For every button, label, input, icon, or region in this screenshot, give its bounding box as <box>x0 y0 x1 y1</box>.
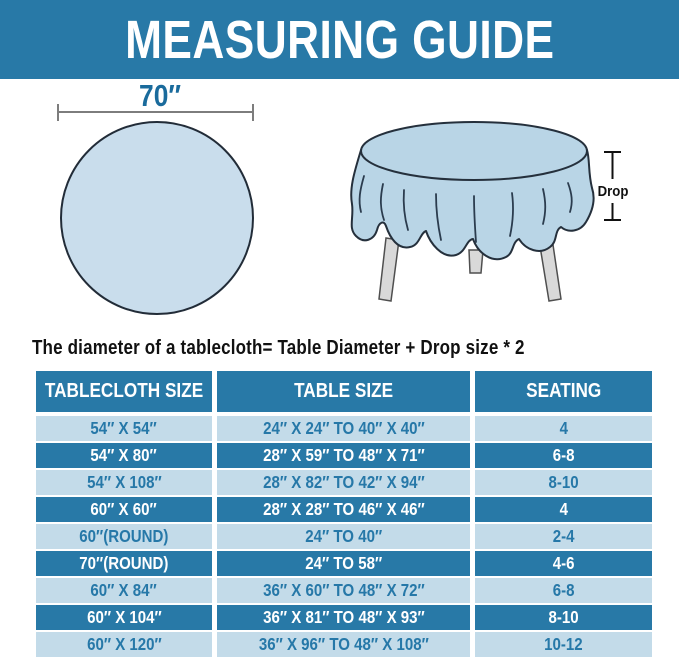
banner: MEASURING GUIDE <box>0 0 679 79</box>
seating-cell: 10-12 <box>475 632 652 657</box>
table-size-cell: 28″ X 59″ TO 48″ X 71″ <box>217 443 470 468</box>
page-title: MEASURING GUIDE <box>124 9 555 70</box>
seating-cell: 8-10 <box>475 470 652 495</box>
cell-text: 24″ TO 58″ <box>305 553 382 573</box>
cell-text: 28″ X 82″ TO 42″ X 94″ <box>262 472 425 492</box>
cell-text: 4 <box>559 418 568 438</box>
table-row: 60″ X 84″ 36″ X 60″ TO 48″ X 72″ 6-8 <box>36 578 652 603</box>
table-row: 60″ X 120″ 36″ X 96″ TO 48″ X 108″ 10-12 <box>36 632 652 657</box>
seating-cell: 6-8 <box>475 578 652 603</box>
seating-cell: 6-8 <box>475 443 652 468</box>
header-cell-table-size: TABLE SIZE <box>217 371 470 412</box>
table-size-cell: 36″ X 60″ TO 48″ X 72″ <box>217 578 470 603</box>
cell-text: 70″(ROUND) <box>79 553 169 573</box>
table-row: 60″ X 60″ 28″ X 28″ TO 46″ X 46″ 4 <box>36 497 652 522</box>
tabletop-ellipse <box>360 121 588 181</box>
table-size-cell: 28″ X 82″ TO 42″ X 94″ <box>217 470 470 495</box>
tablecloth-size-cell: 60″ X 60″ <box>36 497 212 522</box>
table-size-cell: 24″ TO 58″ <box>217 551 470 576</box>
seating-cell: 4 <box>475 416 652 441</box>
table-size-cell: 36″ X 81″ TO 48″ X 93″ <box>217 605 470 630</box>
table-size-cell: 36″ X 96″ TO 48″ X 108″ <box>217 632 470 657</box>
formula-text: The diameter of a tablecloth= Table Diam… <box>32 337 525 359</box>
cell-text: 10-12 <box>544 634 583 654</box>
table-size-cell: 24″ TO 40″ <box>217 524 470 549</box>
drop-label: Drop <box>598 182 629 199</box>
cell-text: 60″ X 60″ <box>90 499 158 519</box>
table-size-cell: 28″ X 28″ TO 46″ X 46″ <box>217 497 470 522</box>
size-table: TABLECLOTH SIZE TABLE SIZE SEATING 54″ X… <box>36 371 652 659</box>
cell-text: 6-8 <box>552 445 575 465</box>
drop-dimension-line <box>604 151 621 221</box>
cell-text: 6-8 <box>552 580 575 600</box>
cell-text: 28″ X 28″ TO 46″ X 46″ <box>262 499 425 519</box>
cell-text: 60″ X 120″ <box>86 634 162 654</box>
header-label: SEATING <box>525 380 602 402</box>
cell-text: 36″ X 81″ TO 48″ X 93″ <box>262 607 425 627</box>
table-row: 54″ X 108″ 28″ X 82″ TO 42″ X 94″ 8-10 <box>36 470 652 495</box>
cell-text: 2-4 <box>552 526 575 546</box>
cell-text: 24″ TO 40″ <box>305 526 382 546</box>
cell-text: 60″ X 104″ <box>86 607 162 627</box>
cell-text: 60″ X 84″ <box>90 580 158 600</box>
cell-text: 4-6 <box>552 553 575 573</box>
tablecloth-size-cell: 54″ X 54″ <box>36 416 212 441</box>
tablecloth-size-cell: 60″(ROUND) <box>36 524 212 549</box>
fold-lines <box>358 175 573 243</box>
seating-cell: 2-4 <box>475 524 652 549</box>
table-row: 60″(ROUND) 24″ TO 40″ 2-4 <box>36 524 652 549</box>
cell-text: 36″ X 96″ TO 48″ X 108″ <box>258 634 429 654</box>
tablecloth-size-cell: 60″ X 104″ <box>36 605 212 630</box>
tablecloth-size-cell: 60″ X 84″ <box>36 578 212 603</box>
tablecloth-size-cell: 54″ X 80″ <box>36 443 212 468</box>
cell-text: 24″ X 24″ TO 40″ X 40″ <box>262 418 425 438</box>
cell-text: 28″ X 59″ TO 48″ X 71″ <box>262 445 425 465</box>
tablecloth-illustration: Drop <box>350 121 629 302</box>
seating-cell: 4-6 <box>475 551 652 576</box>
table-header-row: TABLECLOTH SIZE TABLE SIZE SEATING <box>36 371 652 412</box>
cell-text: 54″ X 80″ <box>90 445 158 465</box>
circle-diagram: 70″ <box>57 79 254 315</box>
cell-text: 4 <box>559 499 568 519</box>
table-leg-middle <box>468 249 484 274</box>
table-row: 60″ X 104″ 36″ X 81″ TO 48″ X 93″ 8-10 <box>36 605 652 630</box>
header-label: TABLECLOTH SIZE <box>44 380 204 402</box>
cell-text: 60″(ROUND) <box>79 526 169 546</box>
seating-cell: 4 <box>475 497 652 522</box>
diameter-label: 70″ <box>139 79 181 113</box>
diameter-dimension-line <box>57 104 254 121</box>
cell-text: 8-10 <box>548 607 579 627</box>
table-row: 54″ X 80″ 28″ X 59″ TO 48″ X 71″ 6-8 <box>36 443 652 468</box>
table-size-cell: 24″ X 24″ TO 40″ X 40″ <box>217 416 470 441</box>
tablecloth-circle <box>60 121 254 315</box>
tablecloth-size-cell: 60″ X 120″ <box>36 632 212 657</box>
table-row: 70″(ROUND) 24″ TO 58″ 4-6 <box>36 551 652 576</box>
tablecloth-size-cell: 54″ X 108″ <box>36 470 212 495</box>
diagram-area: 70″ <box>57 79 629 315</box>
seating-cell: 8-10 <box>475 605 652 630</box>
header-cell-seating: SEATING <box>475 371 652 412</box>
table-row: 54″ X 54″ 24″ X 24″ TO 40″ X 40″ 4 <box>36 416 652 441</box>
table-leg-left <box>378 237 400 302</box>
cell-text: 36″ X 60″ TO 48″ X 72″ <box>262 580 425 600</box>
header-cell-tablecloth-size: TABLECLOTH SIZE <box>36 371 212 412</box>
tablecloth-skirt <box>350 149 595 261</box>
cell-text: 8-10 <box>548 472 579 492</box>
header-label: TABLE SIZE <box>293 380 394 402</box>
tablecloth-size-cell: 70″(ROUND) <box>36 551 212 576</box>
cell-text: 54″ X 54″ <box>90 418 158 438</box>
cell-text: 54″ X 108″ <box>86 472 162 492</box>
